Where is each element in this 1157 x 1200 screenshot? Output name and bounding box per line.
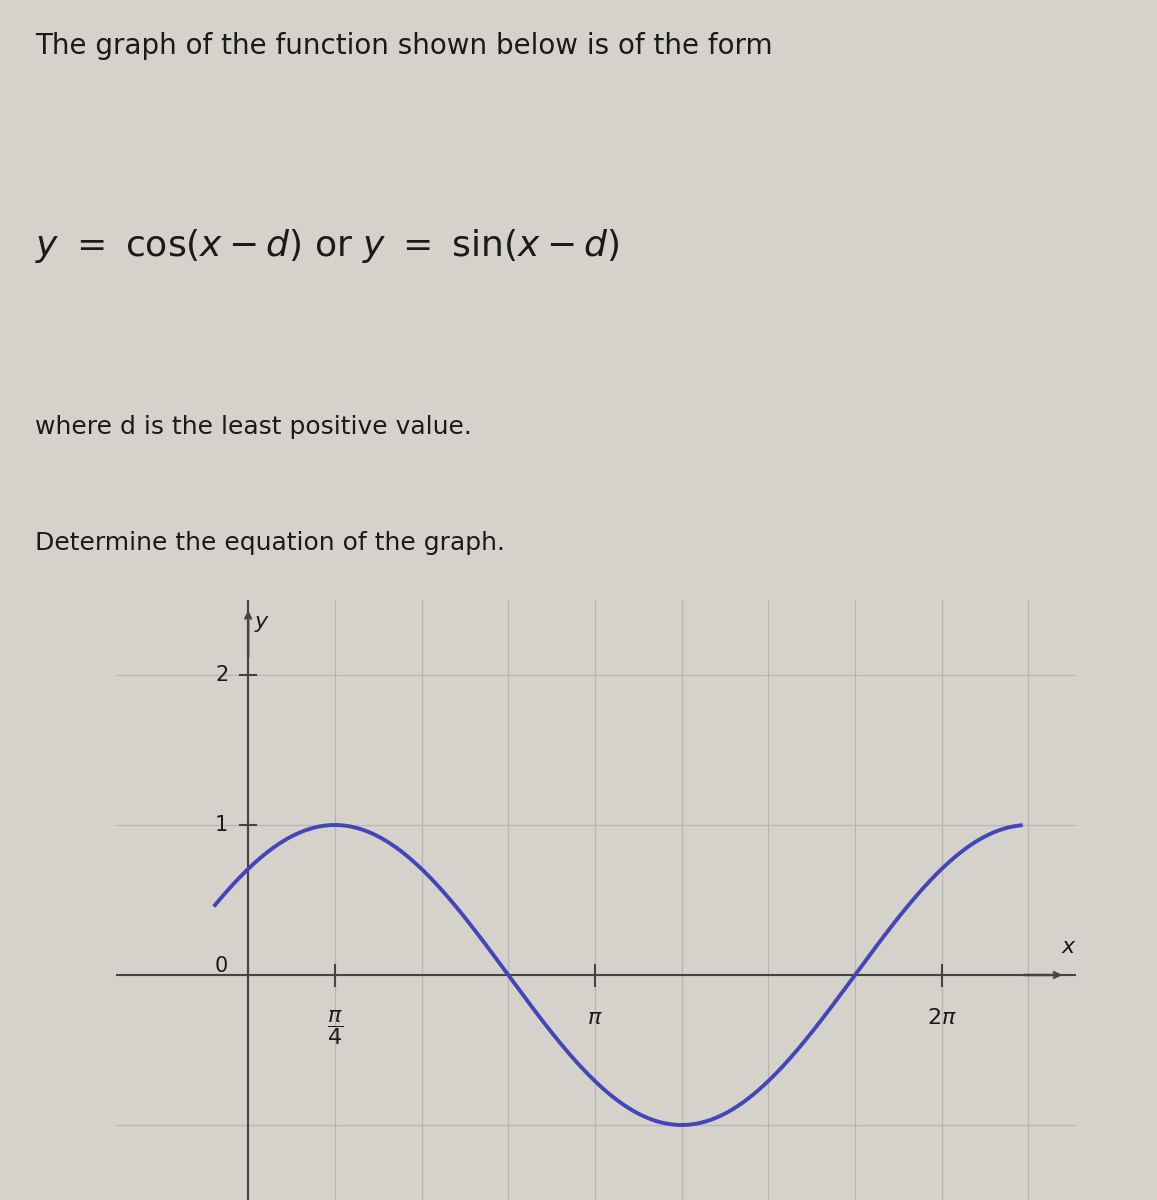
Text: where d is the least positive value.: where d is the least positive value. [35,415,472,439]
Text: 0: 0 [215,956,228,976]
Text: $y \ = \ \mathrm{cos}(x - d)$ or $y \ = \ \mathrm{sin}(x - d)$: $y \ = \ \mathrm{cos}(x - d)$ or $y \ = … [35,227,619,265]
Text: Determine the equation of the graph.: Determine the equation of the graph. [35,532,504,556]
Text: The graph of the function shown below is of the form: The graph of the function shown below is… [35,32,773,60]
Text: 1: 1 [215,815,228,835]
Text: y: y [255,612,268,632]
Text: $2\pi$: $2\pi$ [927,1008,957,1028]
Text: $\dfrac{\pi}{4}$: $\dfrac{\pi}{4}$ [326,1008,342,1046]
Text: 2: 2 [215,665,228,685]
Text: x: x [1062,937,1075,958]
Text: $\pi$: $\pi$ [587,1008,603,1028]
